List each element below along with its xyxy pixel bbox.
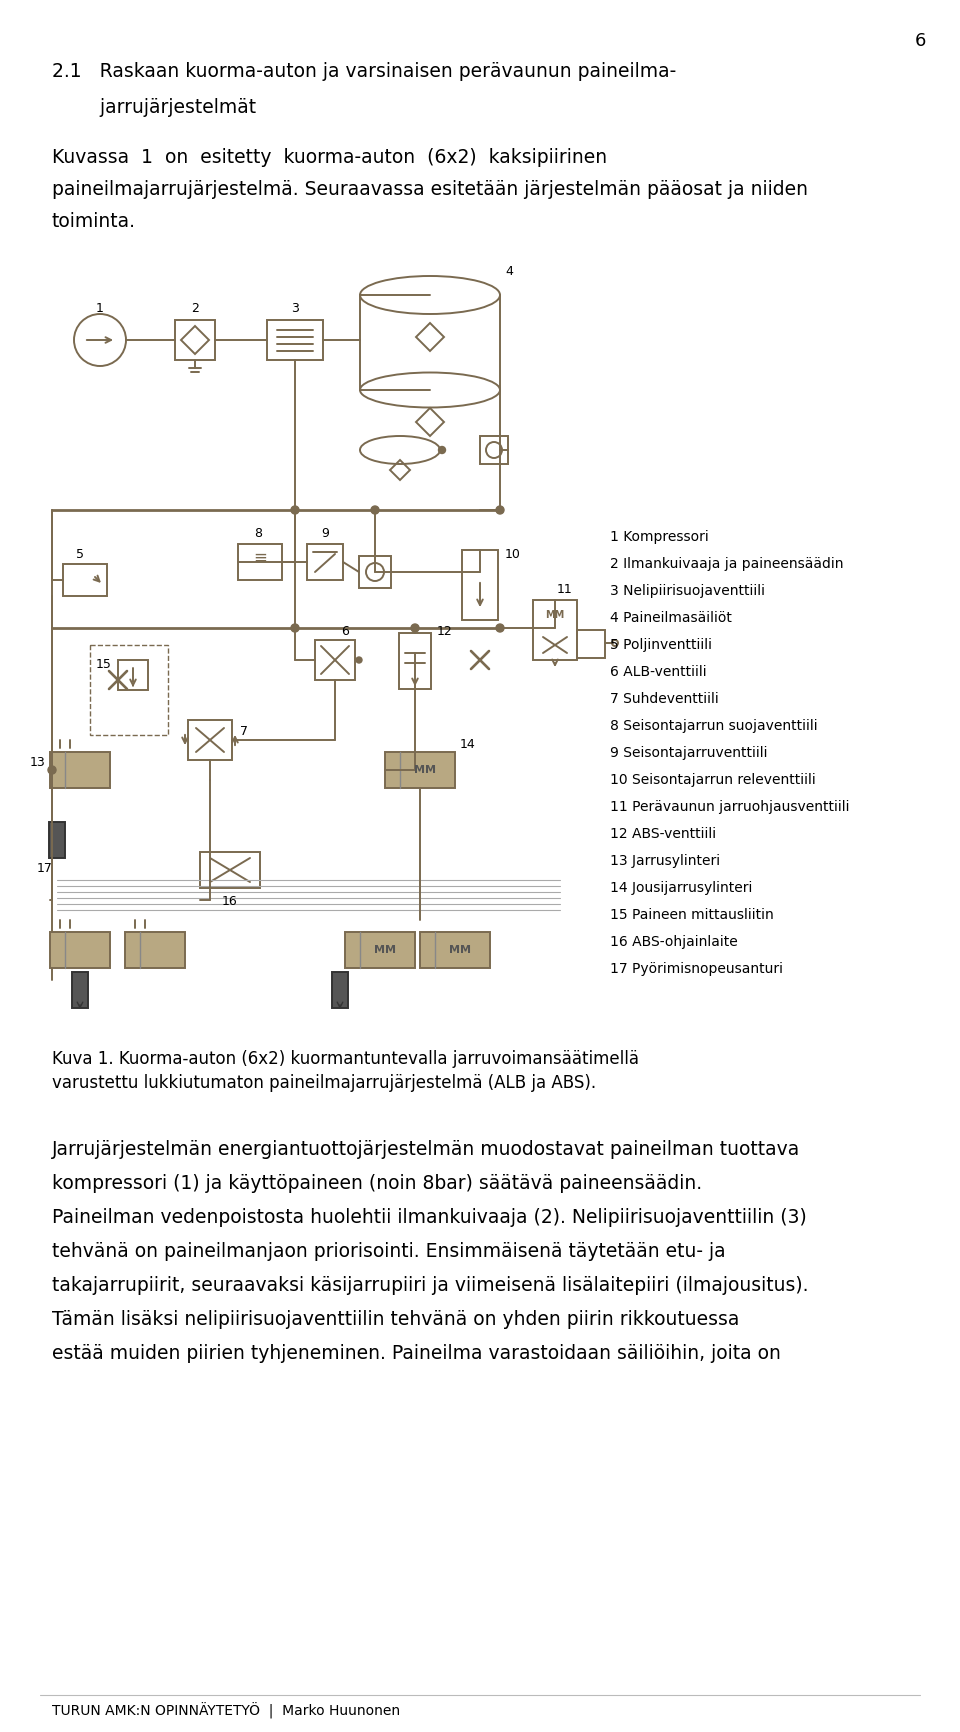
- Text: 15: 15: [96, 658, 112, 670]
- Text: 4: 4: [505, 265, 513, 279]
- Bar: [480, 436, 508, 464]
- Text: MM: MM: [545, 610, 564, 620]
- Text: Kuva 1. Kuorma-auton (6x2) kuormantuntevalla jarruvoimansäätimellä: Kuva 1. Kuorma-auton (6x2) kuormantuntev…: [52, 1050, 639, 1069]
- Bar: [359, 556, 391, 587]
- Text: Paineilman vedenpoistosta huolehtii ilmankuivaaja (2). Nelipiirisuojaventtiilin : Paineilman vedenpoistosta huolehtii ilma…: [52, 1207, 806, 1226]
- Circle shape: [371, 506, 379, 514]
- Text: toiminta.: toiminta.: [52, 211, 136, 230]
- Text: 1 Kompressori: 1 Kompressori: [610, 530, 708, 544]
- Text: 6: 6: [914, 31, 925, 50]
- Text: 3 Nelipiirisuojaventtiili: 3 Nelipiirisuojaventtiili: [610, 584, 765, 598]
- Text: 7: 7: [240, 726, 248, 738]
- Bar: [267, 320, 323, 360]
- Text: 6: 6: [341, 625, 348, 637]
- Text: MM: MM: [374, 946, 396, 954]
- Text: 17 Pyörimisnopeusanturi: 17 Pyörimisnopeusanturi: [610, 961, 783, 977]
- Text: 7 Suhdeventtiili: 7 Suhdeventtiili: [610, 693, 719, 707]
- Bar: [49, 823, 65, 857]
- Text: 4 Paineilmasäiliöt: 4 Paineilmasäiliöt: [610, 611, 732, 625]
- Bar: [533, 599, 577, 660]
- Bar: [307, 544, 343, 580]
- Circle shape: [411, 624, 419, 632]
- Circle shape: [48, 766, 56, 774]
- Text: 2 Ilmankuivaaja ja paineensäädin: 2 Ilmankuivaaja ja paineensäädin: [610, 558, 844, 572]
- Text: takajarrupiirit, seuraavaksi käsijarrupiiri ja viimeisenä lisälaitepiiri (ilmajo: takajarrupiirit, seuraavaksi käsijarrupi…: [52, 1276, 808, 1296]
- Circle shape: [356, 656, 362, 663]
- Bar: [118, 660, 148, 689]
- Text: 8: 8: [254, 527, 262, 540]
- Bar: [72, 972, 88, 1008]
- Text: estää muiden piirien tyhjeneminen. Paineilma varastoidaan säiliöihin, joita on: estää muiden piirien tyhjeneminen. Paine…: [52, 1344, 780, 1363]
- Text: varustettu lukkiutumaton paineilmajarrujärjestelmä (ALB ja ABS).: varustettu lukkiutumaton paineilmajarruj…: [52, 1074, 596, 1091]
- Text: 3: 3: [291, 301, 299, 315]
- Text: paineilmajarrujärjestelmä. Seuraavassa esitetään järjestelmän pääosat ja niiden: paineilmajarrujärjestelmä. Seuraavassa e…: [52, 180, 808, 199]
- Circle shape: [496, 506, 504, 514]
- Circle shape: [291, 624, 299, 632]
- Text: TURUN AMK:N OPINNÄYTETYÖ  |  Marko Huunonen: TURUN AMK:N OPINNÄYTETYÖ | Marko Huunone…: [52, 1703, 400, 1720]
- Text: 11 Perävaunun jarruohjausventtiili: 11 Perävaunun jarruohjausventtiili: [610, 800, 850, 814]
- Bar: [399, 632, 431, 689]
- Text: kompressori (1) ja käyttöpaineen (noin 8bar) säätävä paineensäädin.: kompressori (1) ja käyttöpaineen (noin 8…: [52, 1174, 702, 1193]
- Text: 17: 17: [37, 863, 53, 875]
- Bar: [175, 320, 215, 360]
- Text: 6 ALB-venttiili: 6 ALB-venttiili: [610, 665, 707, 679]
- Bar: [200, 852, 260, 889]
- Bar: [63, 565, 107, 596]
- Bar: [315, 641, 355, 681]
- Text: 12 ABS-venttiili: 12 ABS-venttiili: [610, 826, 716, 842]
- Text: 10 Seisontajarrun releventtiili: 10 Seisontajarrun releventtiili: [610, 772, 816, 786]
- Text: MM: MM: [449, 946, 471, 954]
- Text: 11: 11: [557, 584, 573, 596]
- Text: 1: 1: [96, 301, 104, 315]
- Text: 5 Poljinventtiili: 5 Poljinventtiili: [610, 637, 712, 651]
- Text: 9: 9: [321, 527, 329, 540]
- Bar: [188, 721, 232, 760]
- Text: Tämän lisäksi nelipiirisuojaventtiilin tehvänä on yhden piirin rikkoutuessa: Tämän lisäksi nelipiirisuojaventtiilin t…: [52, 1309, 739, 1328]
- Bar: [332, 972, 348, 1008]
- Text: 5: 5: [76, 547, 84, 561]
- Bar: [385, 752, 455, 788]
- Text: tehvänä on paineilmanjaon priorisointi. Ensimmäisenä täytetään etu- ja: tehvänä on paineilmanjaon priorisointi. …: [52, 1242, 726, 1261]
- Text: 15 Paineen mittausliitin: 15 Paineen mittausliitin: [610, 908, 774, 921]
- Bar: [238, 544, 282, 580]
- Text: ≡: ≡: [253, 549, 267, 566]
- Text: Kuvassa  1  on  esitetty  kuorma-auton  (6x2)  kaksipiirinen: Kuvassa 1 on esitetty kuorma-auton (6x2)…: [52, 147, 607, 166]
- Text: 14 Jousijarrusylinteri: 14 Jousijarrusylinteri: [610, 882, 753, 895]
- Text: MM: MM: [414, 766, 436, 774]
- Text: 13: 13: [29, 755, 45, 769]
- Bar: [90, 644, 168, 734]
- Bar: [345, 932, 415, 968]
- Text: 10: 10: [505, 547, 521, 561]
- Text: 16: 16: [222, 895, 238, 908]
- Text: 2.1   Raskaan kuorma-auton ja varsinaisen perävaunun paineilma-: 2.1 Raskaan kuorma-auton ja varsinaisen …: [52, 62, 676, 81]
- Bar: [50, 932, 110, 968]
- Bar: [462, 551, 498, 620]
- Text: 12: 12: [437, 625, 453, 637]
- Circle shape: [291, 506, 299, 514]
- Circle shape: [496, 624, 504, 632]
- Text: 13 Jarrusylinteri: 13 Jarrusylinteri: [610, 854, 720, 868]
- Text: jarrujärjestelmät: jarrujärjestelmät: [52, 99, 256, 118]
- Text: 9 Seisontajarruventtiili: 9 Seisontajarruventtiili: [610, 746, 767, 760]
- Text: 14: 14: [460, 738, 476, 752]
- Bar: [125, 932, 185, 968]
- Bar: [577, 630, 605, 658]
- Text: 2: 2: [191, 301, 199, 315]
- Circle shape: [439, 447, 445, 454]
- Text: Jarrujärjestelmän energiantuottojärjestelmän muodostavat paineilman tuottava: Jarrujärjestelmän energiantuottojärjeste…: [52, 1140, 801, 1159]
- Text: 16 ABS-ohjainlaite: 16 ABS-ohjainlaite: [610, 935, 737, 949]
- Bar: [50, 752, 110, 788]
- Text: 8 Seisontajarrun suojaventtiili: 8 Seisontajarrun suojaventtiili: [610, 719, 818, 733]
- Bar: [420, 932, 490, 968]
